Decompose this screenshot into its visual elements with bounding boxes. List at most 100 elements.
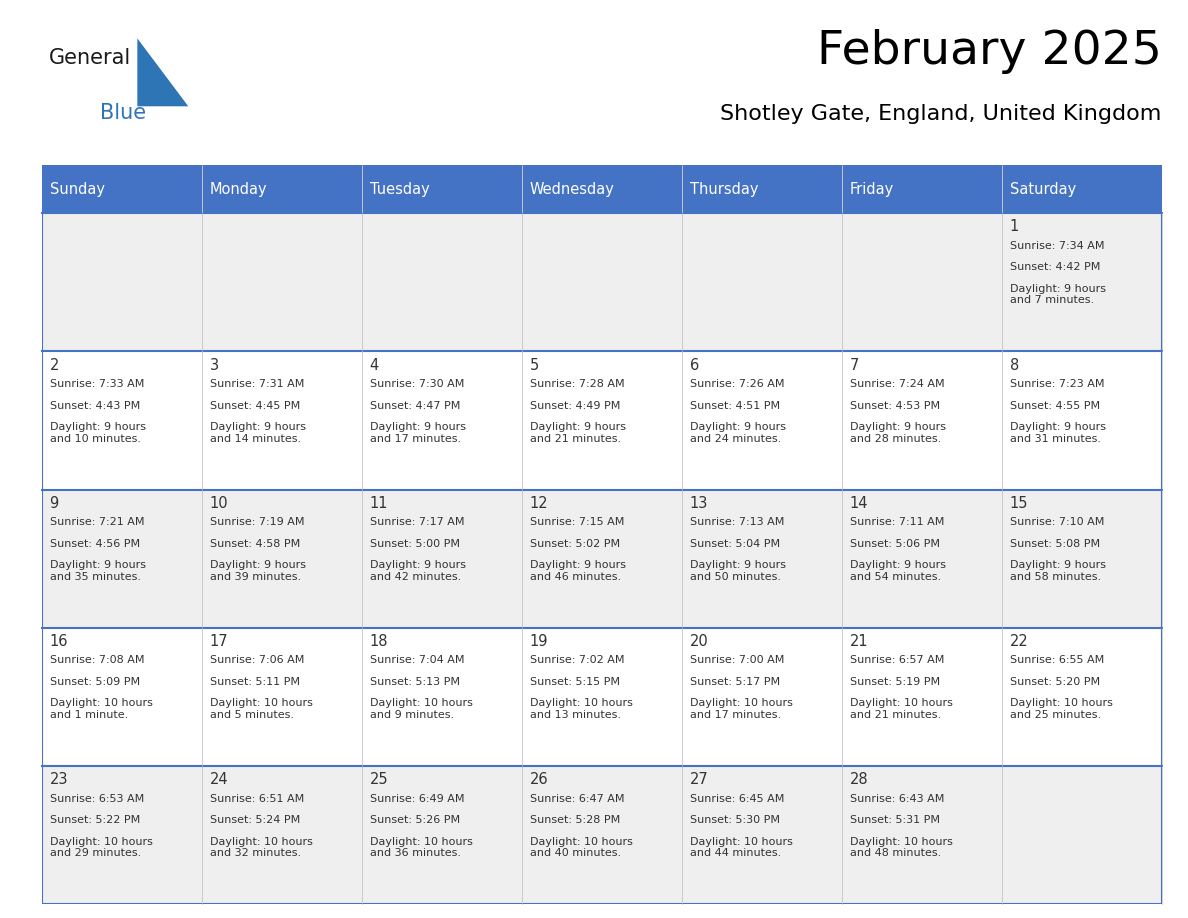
Text: 5: 5 (530, 358, 539, 373)
Text: Sunset: 4:49 PM: Sunset: 4:49 PM (530, 400, 620, 410)
Text: 1: 1 (1010, 219, 1019, 234)
Text: 2: 2 (50, 358, 59, 373)
Text: Daylight: 9 hours
and 42 minutes.: Daylight: 9 hours and 42 minutes. (369, 560, 466, 582)
Text: Sunrise: 7:10 AM: Sunrise: 7:10 AM (1010, 518, 1104, 527)
Text: Sunrise: 7:21 AM: Sunrise: 7:21 AM (50, 518, 144, 527)
Text: Sunset: 4:42 PM: Sunset: 4:42 PM (1010, 263, 1100, 273)
Text: Sunset: 5:09 PM: Sunset: 5:09 PM (50, 677, 140, 687)
Text: Daylight: 9 hours
and 58 minutes.: Daylight: 9 hours and 58 minutes. (1010, 560, 1106, 582)
Text: Blue: Blue (100, 103, 146, 123)
Text: 6: 6 (690, 358, 699, 373)
Text: Sunrise: 7:06 AM: Sunrise: 7:06 AM (209, 655, 304, 666)
Text: Sunset: 4:58 PM: Sunset: 4:58 PM (209, 539, 299, 549)
Text: 19: 19 (530, 634, 548, 649)
Text: Sunrise: 7:02 AM: Sunrise: 7:02 AM (530, 655, 624, 666)
Text: Daylight: 9 hours
and 46 minutes.: Daylight: 9 hours and 46 minutes. (530, 560, 626, 582)
Text: Sunset: 5:22 PM: Sunset: 5:22 PM (50, 815, 140, 825)
Text: Sunset: 5:15 PM: Sunset: 5:15 PM (530, 677, 620, 687)
Text: Sunset: 5:31 PM: Sunset: 5:31 PM (849, 815, 940, 825)
Text: Tuesday: Tuesday (369, 182, 429, 196)
Text: Sunset: 4:45 PM: Sunset: 4:45 PM (209, 400, 299, 410)
Text: Sunrise: 6:45 AM: Sunrise: 6:45 AM (690, 794, 784, 803)
Text: Daylight: 9 hours
and 31 minutes.: Daylight: 9 hours and 31 minutes. (1010, 422, 1106, 443)
Text: Monday: Monday (209, 182, 267, 196)
Text: Shotley Gate, England, United Kingdom: Shotley Gate, England, United Kingdom (720, 104, 1162, 124)
Text: Sunset: 5:26 PM: Sunset: 5:26 PM (369, 815, 460, 825)
Text: 4: 4 (369, 358, 379, 373)
Text: Sunset: 5:24 PM: Sunset: 5:24 PM (209, 815, 299, 825)
Text: Sunset: 4:47 PM: Sunset: 4:47 PM (369, 400, 460, 410)
Text: Daylight: 9 hours
and 54 minutes.: Daylight: 9 hours and 54 minutes. (849, 560, 946, 582)
Text: Daylight: 9 hours
and 50 minutes.: Daylight: 9 hours and 50 minutes. (690, 560, 785, 582)
Text: Sunset: 4:56 PM: Sunset: 4:56 PM (50, 539, 140, 549)
Text: Daylight: 10 hours
and 25 minutes.: Daylight: 10 hours and 25 minutes. (1010, 699, 1113, 720)
Text: 16: 16 (50, 634, 68, 649)
Text: 10: 10 (209, 496, 228, 511)
Text: Sunday: Sunday (50, 182, 105, 196)
Text: Sunrise: 7:26 AM: Sunrise: 7:26 AM (690, 379, 784, 389)
Polygon shape (138, 39, 188, 106)
Text: Daylight: 10 hours
and 17 minutes.: Daylight: 10 hours and 17 minutes. (690, 699, 792, 720)
Text: Sunset: 5:13 PM: Sunset: 5:13 PM (369, 677, 460, 687)
Text: Daylight: 9 hours
and 17 minutes.: Daylight: 9 hours and 17 minutes. (369, 422, 466, 443)
Text: Daylight: 10 hours
and 44 minutes.: Daylight: 10 hours and 44 minutes. (690, 836, 792, 858)
Text: February 2025: February 2025 (817, 28, 1162, 73)
Text: Sunrise: 7:23 AM: Sunrise: 7:23 AM (1010, 379, 1105, 389)
Text: Sunset: 5:28 PM: Sunset: 5:28 PM (530, 815, 620, 825)
Text: Sunset: 5:02 PM: Sunset: 5:02 PM (530, 539, 620, 549)
Text: Sunrise: 7:30 AM: Sunrise: 7:30 AM (369, 379, 465, 389)
Text: Sunrise: 7:17 AM: Sunrise: 7:17 AM (369, 518, 465, 527)
Text: Sunset: 5:30 PM: Sunset: 5:30 PM (690, 815, 779, 825)
Text: Friday: Friday (849, 182, 895, 196)
Text: Sunrise: 6:43 AM: Sunrise: 6:43 AM (849, 794, 944, 803)
Text: Sunrise: 7:31 AM: Sunrise: 7:31 AM (209, 379, 304, 389)
Text: Daylight: 10 hours
and 9 minutes.: Daylight: 10 hours and 9 minutes. (369, 699, 473, 720)
Text: Sunrise: 6:49 AM: Sunrise: 6:49 AM (369, 794, 465, 803)
Text: Sunrise: 7:11 AM: Sunrise: 7:11 AM (849, 518, 944, 527)
Text: Sunrise: 6:57 AM: Sunrise: 6:57 AM (849, 655, 944, 666)
Text: Sunset: 4:43 PM: Sunset: 4:43 PM (50, 400, 140, 410)
Text: 9: 9 (50, 496, 59, 511)
Text: Sunrise: 7:33 AM: Sunrise: 7:33 AM (50, 379, 144, 389)
Text: Sunset: 5:04 PM: Sunset: 5:04 PM (690, 539, 779, 549)
Text: Daylight: 9 hours
and 24 minutes.: Daylight: 9 hours and 24 minutes. (690, 422, 785, 443)
Text: Sunrise: 7:34 AM: Sunrise: 7:34 AM (1010, 241, 1105, 251)
Text: Sunset: 5:06 PM: Sunset: 5:06 PM (849, 539, 940, 549)
Text: 3: 3 (209, 358, 219, 373)
Text: 7: 7 (849, 358, 859, 373)
Text: Daylight: 10 hours
and 1 minute.: Daylight: 10 hours and 1 minute. (50, 699, 152, 720)
Text: Daylight: 10 hours
and 13 minutes.: Daylight: 10 hours and 13 minutes. (530, 699, 632, 720)
Text: 8: 8 (1010, 358, 1019, 373)
Text: Sunset: 5:17 PM: Sunset: 5:17 PM (690, 677, 779, 687)
Text: 14: 14 (849, 496, 868, 511)
Text: 17: 17 (209, 634, 228, 649)
Text: Daylight: 9 hours
and 35 minutes.: Daylight: 9 hours and 35 minutes. (50, 560, 146, 582)
Text: Sunset: 5:00 PM: Sunset: 5:00 PM (369, 539, 460, 549)
Text: Daylight: 9 hours
and 28 minutes.: Daylight: 9 hours and 28 minutes. (849, 422, 946, 443)
Text: Wednesday: Wednesday (530, 182, 614, 196)
Text: Daylight: 9 hours
and 39 minutes.: Daylight: 9 hours and 39 minutes. (209, 560, 305, 582)
Text: 28: 28 (849, 772, 868, 788)
Text: 20: 20 (690, 634, 708, 649)
Text: Daylight: 9 hours
and 14 minutes.: Daylight: 9 hours and 14 minutes. (209, 422, 305, 443)
Text: Saturday: Saturday (1010, 182, 1076, 196)
Text: 27: 27 (690, 772, 708, 788)
Text: General: General (50, 49, 132, 68)
Text: Sunrise: 7:15 AM: Sunrise: 7:15 AM (530, 518, 624, 527)
Text: Daylight: 10 hours
and 36 minutes.: Daylight: 10 hours and 36 minutes. (369, 836, 473, 858)
Text: Sunrise: 7:04 AM: Sunrise: 7:04 AM (369, 655, 465, 666)
Text: 25: 25 (369, 772, 388, 788)
Text: Daylight: 10 hours
and 21 minutes.: Daylight: 10 hours and 21 minutes. (849, 699, 953, 720)
Text: Sunrise: 6:55 AM: Sunrise: 6:55 AM (1010, 655, 1104, 666)
Text: 18: 18 (369, 634, 388, 649)
Text: Daylight: 9 hours
and 7 minutes.: Daylight: 9 hours and 7 minutes. (1010, 284, 1106, 306)
Text: Sunset: 4:55 PM: Sunset: 4:55 PM (1010, 400, 1100, 410)
Text: Sunset: 4:51 PM: Sunset: 4:51 PM (690, 400, 779, 410)
Text: Daylight: 10 hours
and 5 minutes.: Daylight: 10 hours and 5 minutes. (209, 699, 312, 720)
Text: Sunrise: 6:53 AM: Sunrise: 6:53 AM (50, 794, 144, 803)
Text: Sunrise: 6:51 AM: Sunrise: 6:51 AM (209, 794, 304, 803)
Text: Daylight: 10 hours
and 32 minutes.: Daylight: 10 hours and 32 minutes. (209, 836, 312, 858)
Text: Sunset: 5:19 PM: Sunset: 5:19 PM (849, 677, 940, 687)
Text: Sunrise: 7:24 AM: Sunrise: 7:24 AM (849, 379, 944, 389)
Text: Sunset: 4:53 PM: Sunset: 4:53 PM (849, 400, 940, 410)
